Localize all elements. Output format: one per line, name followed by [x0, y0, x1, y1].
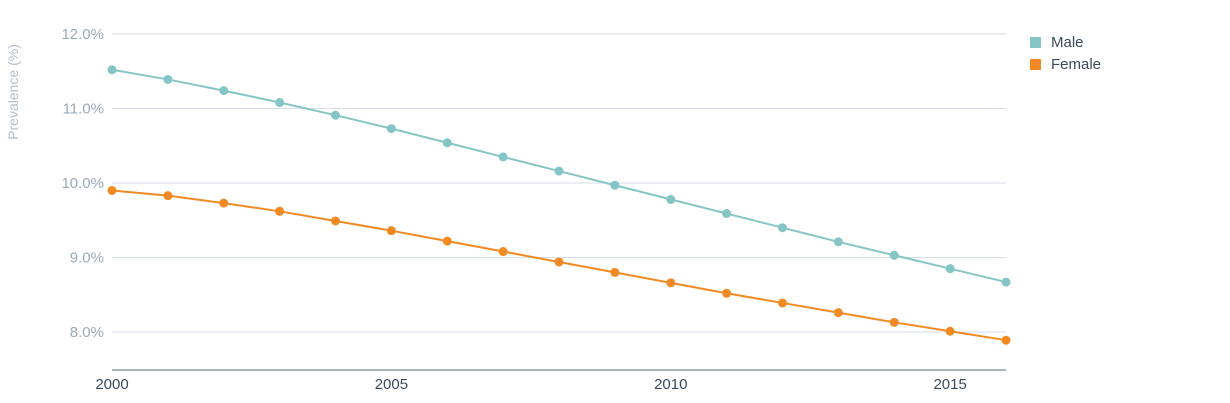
- data-point[interactable]: [275, 206, 285, 216]
- y-axis-ticks: 8.0% 9.0% 10.0% 11.0% 12.0%: [61, 26, 104, 341]
- data-point[interactable]: [666, 194, 676, 204]
- x-axis-ticks: 2000 2005 2010 2015: [95, 376, 967, 393]
- data-point[interactable]: [1001, 335, 1011, 345]
- data-point[interactable]: [219, 198, 229, 208]
- data-point[interactable]: [666, 278, 676, 288]
- legend-label[interactable]: Male: [1051, 34, 1084, 51]
- series-line-male: [111, 68, 1007, 284]
- data-point[interactable]: [442, 236, 452, 246]
- series-male: [107, 65, 1011, 287]
- data-point[interactable]: [554, 166, 564, 176]
- data-point[interactable]: [833, 237, 843, 247]
- y-tick-label: 12.0%: [61, 26, 104, 43]
- data-point[interactable]: [889, 317, 899, 327]
- x-tick-label: 2005: [375, 376, 408, 393]
- data-point[interactable]: [219, 86, 229, 96]
- data-point[interactable]: [833, 308, 843, 318]
- y-tick-label: 8.0%: [70, 324, 104, 341]
- series-female: [107, 185, 1011, 345]
- y-tick-label: 9.0%: [70, 250, 104, 267]
- legend-label[interactable]: Female: [1051, 56, 1101, 73]
- y-tick-label: 11.0%: [63, 101, 104, 118]
- data-point[interactable]: [386, 124, 396, 134]
- y-tick-label: 10.0%: [61, 175, 104, 192]
- data-point[interactable]: [778, 223, 787, 233]
- data-point[interactable]: [386, 226, 396, 236]
- data-point[interactable]: [331, 216, 340, 226]
- data-point[interactable]: [722, 288, 732, 298]
- y-axis-label: Prevalence (%): [5, 44, 21, 140]
- x-tick-label: 2000: [95, 376, 128, 393]
- gridlines: [112, 33, 1006, 333]
- data-point[interactable]: [163, 74, 173, 84]
- data-point[interactable]: [107, 185, 117, 195]
- data-point[interactable]: [107, 65, 117, 75]
- data-point[interactable]: [889, 250, 899, 260]
- data-point[interactable]: [498, 247, 508, 257]
- data-point[interactable]: [498, 152, 508, 162]
- x-tick-label: 2015: [933, 376, 966, 393]
- data-point[interactable]: [442, 138, 452, 148]
- data-point[interactable]: [722, 209, 732, 219]
- data-point[interactable]: [275, 98, 285, 108]
- series-group: [107, 65, 1011, 345]
- data-point[interactable]: [945, 264, 955, 274]
- legend-swatch: [1030, 37, 1041, 48]
- data-point[interactable]: [610, 180, 620, 190]
- data-point[interactable]: [1001, 277, 1011, 287]
- data-point[interactable]: [778, 298, 787, 308]
- data-point[interactable]: [163, 191, 173, 201]
- data-point[interactable]: [331, 110, 340, 120]
- legend: Male Female: [1030, 34, 1101, 73]
- legend-swatch: [1030, 59, 1041, 70]
- x-tick-label: 2010: [654, 376, 687, 393]
- data-point[interactable]: [554, 257, 564, 267]
- data-point[interactable]: [945, 326, 955, 336]
- data-point[interactable]: [610, 267, 620, 277]
